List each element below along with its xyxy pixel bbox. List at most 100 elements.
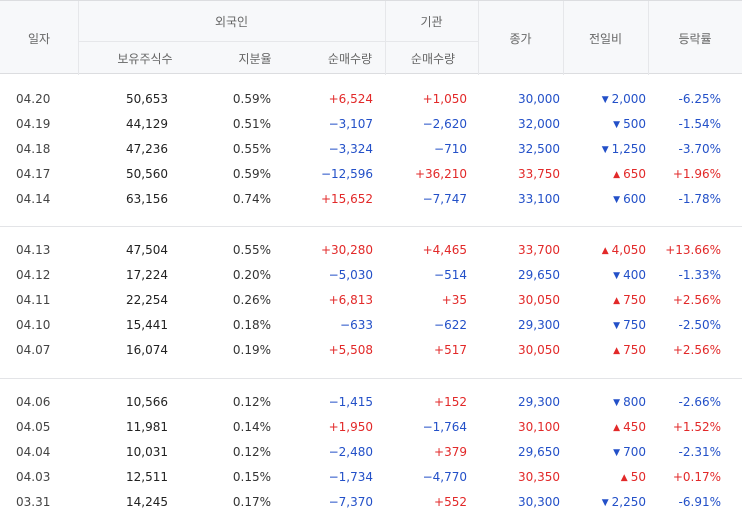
change-value: 2,000 <box>611 92 646 106</box>
share-cell: 0.18% <box>232 318 271 332</box>
change-cell: ▲ 750 <box>613 288 646 313</box>
share-cell: 0.55% <box>232 243 271 257</box>
triangle-down-icon: ▼ <box>613 120 621 130</box>
table-row: 04.17 50,560 0.59% −12,596 +36,210 33,750 ▲ 650… <box>0 162 742 187</box>
date-cell: 04.18 <box>16 142 51 156</box>
rate-cell: +1.52% <box>672 420 721 434</box>
holdings-cell: 15,441 <box>126 318 168 332</box>
table-row: 04.12 17,224 0.20% −5,030 −514 29,650 ▼ 400 -1.3… <box>0 263 742 288</box>
header-change: 전일비 <box>588 31 623 46</box>
header-institution: 기관 <box>420 14 443 29</box>
change-value: 50 <box>630 470 646 484</box>
foreign-net-cell: −1,734 <box>328 470 373 484</box>
change-value: 4,050 <box>611 243 646 257</box>
holdings-cell: 50,653 <box>126 92 168 106</box>
inst-net-cell: −4,770 <box>422 470 467 484</box>
date-cell: 04.07 <box>16 343 51 357</box>
close-cell: 30,000 <box>518 92 560 106</box>
foreign-net-cell: −7,370 <box>328 495 373 509</box>
close-cell: 32,500 <box>518 142 560 156</box>
rate-cell: -2.50% <box>678 318 721 332</box>
holdings-cell: 63,156 <box>126 192 168 206</box>
rate-cell: +2.56% <box>672 293 721 307</box>
holdings-cell: 47,504 <box>126 243 168 257</box>
date-cell: 04.06 <box>16 395 51 409</box>
share-cell: 0.55% <box>232 142 271 156</box>
close-cell: 32,000 <box>518 117 560 131</box>
table-row: 04.03 12,511 0.15% −1,734 −4,770 30,350 ▲ 50 +0.… <box>0 465 742 490</box>
inst-net-cell: +35 <box>441 293 467 307</box>
table-row: 04.05 11,981 0.14% +1,950 −1,764 30,100 ▲ 450 +1… <box>0 415 742 440</box>
triangle-down-icon: ▼ <box>613 321 621 331</box>
change-value: 500 <box>623 117 646 131</box>
share-cell: 0.17% <box>232 495 271 509</box>
change-cell: ▲ 50 <box>621 465 646 490</box>
share-cell: 0.15% <box>232 470 271 484</box>
close-cell: 29,300 <box>518 395 560 409</box>
triangle-up-icon: ▲ <box>613 296 621 306</box>
change-cell: ▼ 600 <box>613 187 646 212</box>
change-cell: ▼ 800 <box>613 390 646 415</box>
change-value: 2,250 <box>611 495 646 509</box>
change-cell: ▼ 750 <box>613 313 646 338</box>
inst-net-cell: +552 <box>434 495 467 509</box>
close-cell: 33,100 <box>518 192 560 206</box>
rate-cell: -2.31% <box>678 445 721 459</box>
triangle-up-icon: ▲ <box>601 246 609 256</box>
rate-cell: +2.56% <box>672 343 721 357</box>
close-cell: 30,350 <box>518 470 560 484</box>
triangle-down-icon: ▼ <box>613 398 621 408</box>
header-foreign: 외국인 <box>214 14 249 29</box>
change-value: 750 <box>623 318 646 332</box>
date-cell: 04.10 <box>16 318 51 332</box>
table-row: 04.14 63,156 0.74% +15,652 −7,747 33,100 ▼ 600 -… <box>0 187 742 212</box>
change-cell: ▼ 500 <box>613 112 646 137</box>
header-inst-net: 순매수량 <box>410 51 456 66</box>
foreign-net-cell: +6,813 <box>328 293 373 307</box>
share-cell: 0.20% <box>232 268 271 282</box>
share-cell: 0.59% <box>232 92 271 106</box>
triangle-down-icon: ▼ <box>613 448 621 458</box>
triangle-down-icon: ▼ <box>601 145 609 155</box>
date-cell: 04.04 <box>16 445 51 459</box>
share-cell: 0.12% <box>232 395 271 409</box>
holdings-cell: 16,074 <box>126 343 168 357</box>
header-share: 지분율 <box>238 51 272 66</box>
rate-cell: -6.91% <box>678 495 721 509</box>
change-value: 400 <box>623 268 646 282</box>
inst-net-cell: +152 <box>434 395 467 409</box>
holdings-cell: 47,236 <box>126 142 168 156</box>
inst-net-cell: +4,465 <box>422 243 467 257</box>
table-row: 04.10 15,441 0.18% −633 −622 29,300 ▼ 750 -2.50% <box>0 313 742 338</box>
change-cell: ▲ 450 <box>613 415 646 440</box>
close-cell: 30,050 <box>518 343 560 357</box>
triangle-up-icon: ▲ <box>620 473 628 483</box>
triangle-down-icon: ▼ <box>613 271 621 281</box>
table-row: 04.11 22,254 0.26% +6,813 +35 30,050 ▲ 750 +2.56… <box>0 288 742 313</box>
foreign-net-cell: −1,415 <box>328 395 373 409</box>
foreign-net-cell: +6,524 <box>328 92 373 106</box>
rate-cell: -1.33% <box>678 268 721 282</box>
header-date: 일자 <box>27 31 51 46</box>
holdings-cell: 50,560 <box>126 167 168 181</box>
rate-cell: +1.96% <box>672 167 721 181</box>
rate-cell: -6.25% <box>678 92 721 106</box>
holdings-cell: 10,566 <box>126 395 168 409</box>
close-cell: 30,050 <box>518 293 560 307</box>
share-cell: 0.19% <box>232 343 271 357</box>
change-value: 800 <box>623 395 646 409</box>
close-cell: 29,650 <box>518 268 560 282</box>
foreign-net-cell: −2,480 <box>328 445 373 459</box>
inst-net-cell: −2,620 <box>422 117 467 131</box>
header-foreign-net: 순매수량 <box>327 51 373 66</box>
inst-net-cell: +36,210 <box>414 167 467 181</box>
table-row: 04.06 10,566 0.12% −1,415 +152 29,300 ▼ 800 -2.6… <box>0 390 742 415</box>
share-cell: 0.26% <box>232 293 271 307</box>
foreign-net-cell: +1,950 <box>328 420 373 434</box>
share-cell: 0.14% <box>232 420 271 434</box>
change-value: 650 <box>623 167 646 181</box>
date-cell: 03.31 <box>16 495 51 509</box>
rate-cell: -1.54% <box>678 117 721 131</box>
date-cell: 04.13 <box>16 243 51 257</box>
